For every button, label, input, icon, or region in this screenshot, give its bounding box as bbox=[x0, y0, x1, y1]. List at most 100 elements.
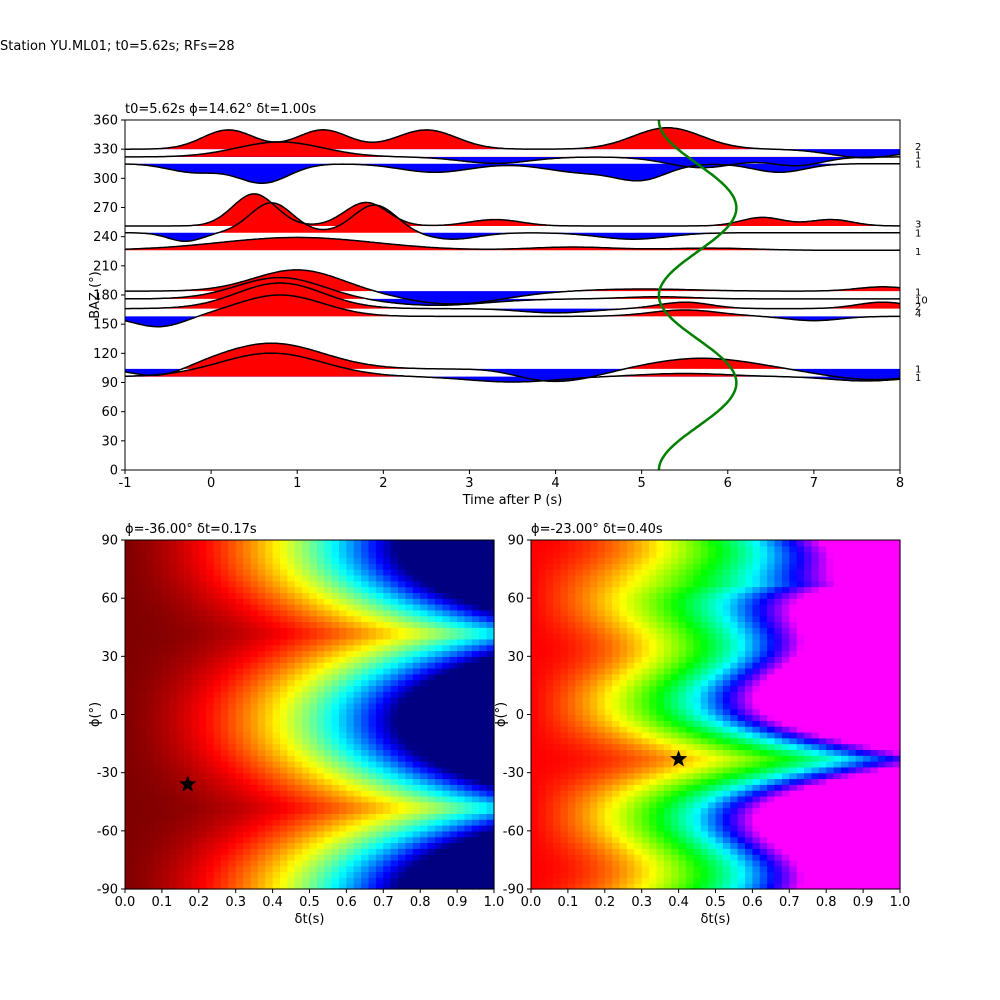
heatmap-cell bbox=[147, 697, 156, 704]
heatmap-cell bbox=[125, 848, 133, 855]
heatmap-cell bbox=[427, 603, 436, 611]
heatmap-cell bbox=[715, 772, 724, 780]
heatmap-cell bbox=[597, 755, 606, 762]
heatmap-cell bbox=[449, 778, 458, 785]
heatmap-cell bbox=[597, 708, 606, 716]
heatmap-cell bbox=[250, 859, 259, 867]
heatmap-cell bbox=[671, 737, 680, 745]
heatmap-cell bbox=[191, 540, 200, 547]
heatmap-cell bbox=[213, 586, 222, 593]
heatmap-cell bbox=[213, 644, 222, 652]
heatmap-cell bbox=[560, 842, 569, 849]
heatmap-cell bbox=[191, 883, 200, 890]
heatmap-cell bbox=[265, 603, 274, 611]
heatmap-cell bbox=[206, 749, 215, 756]
heatmap-cell bbox=[368, 638, 377, 646]
heatmap-cell bbox=[641, 557, 650, 564]
heatmap-cell bbox=[442, 627, 451, 634]
heatmap-cell bbox=[457, 859, 466, 867]
heatmap-cell bbox=[294, 766, 303, 774]
heatmap-cell bbox=[649, 621, 658, 628]
heatmap-cell bbox=[213, 667, 222, 675]
heatmap-cell bbox=[154, 737, 163, 745]
heatmap-cell bbox=[339, 592, 347, 599]
heatmap-cell bbox=[663, 633, 672, 640]
heatmap-cell bbox=[427, 743, 436, 750]
heatmap-cell bbox=[626, 726, 635, 733]
heatmap-cell bbox=[590, 540, 599, 547]
heatmap-cell bbox=[545, 766, 554, 774]
heatmap-cell bbox=[597, 813, 606, 820]
heatmap-cell bbox=[745, 830, 753, 838]
heatmap-cell bbox=[316, 737, 325, 745]
heatmap-cell bbox=[412, 691, 421, 698]
heatmap-cell bbox=[213, 854, 222, 861]
heatmap-cell bbox=[649, 790, 658, 797]
heatmap-cell bbox=[398, 627, 407, 634]
heatmap-cell bbox=[257, 825, 266, 832]
heatmap-cell bbox=[420, 877, 429, 884]
heatmap-cell bbox=[663, 615, 672, 623]
heatmap-cell bbox=[405, 569, 414, 576]
heatmap-cell bbox=[198, 813, 207, 820]
heatmap-cell bbox=[590, 685, 599, 692]
heatmap-cell bbox=[464, 673, 473, 681]
heatmap-cell bbox=[169, 865, 178, 873]
heatmap-cell bbox=[302, 563, 311, 570]
heatmap-cell bbox=[663, 784, 672, 791]
heatmap-cell bbox=[575, 784, 584, 791]
heatmap-cell bbox=[560, 761, 569, 768]
heatmap-cell bbox=[125, 813, 133, 820]
heatmap-cell bbox=[590, 813, 599, 820]
heatmap-cell bbox=[715, 795, 724, 803]
heatmap-cell bbox=[678, 830, 687, 838]
heatmap-cell bbox=[147, 778, 156, 785]
heatmap-cell bbox=[405, 633, 414, 640]
heatmap-cell bbox=[434, 830, 443, 838]
heatmap-cell bbox=[700, 685, 709, 692]
heatmap-cell bbox=[420, 755, 429, 762]
heatmap-cell bbox=[405, 656, 414, 663]
heatmap-cell bbox=[390, 871, 399, 878]
heatmap-cell bbox=[235, 580, 244, 588]
heatmap-cell bbox=[339, 574, 347, 582]
heatmap-cell bbox=[398, 737, 407, 745]
heatmap-cell bbox=[265, 592, 274, 599]
heatmap-cell bbox=[649, 807, 658, 814]
heatmap-cell bbox=[538, 865, 547, 873]
heatmap-cell bbox=[612, 842, 621, 849]
heatmap-cell bbox=[412, 720, 421, 727]
heatmap-cell bbox=[597, 574, 606, 582]
heatmap-cell bbox=[250, 848, 259, 855]
heatmap-cell bbox=[361, 650, 370, 657]
heatmap-cell bbox=[575, 563, 584, 570]
heatmap-cell bbox=[191, 749, 200, 756]
heatmap-cell bbox=[257, 545, 266, 553]
heatmap-cell bbox=[412, 644, 421, 652]
heatmap-cell bbox=[279, 569, 288, 576]
heatmap-cell bbox=[161, 633, 170, 640]
heatmap-cell bbox=[626, 540, 635, 547]
heatmap-cell bbox=[265, 563, 274, 570]
heatmap-cell bbox=[184, 883, 193, 890]
heatmap-cell bbox=[471, 778, 480, 785]
heatmap-cell bbox=[685, 650, 694, 657]
heatmap-cell bbox=[228, 819, 237, 826]
heatmap-cell bbox=[257, 819, 266, 826]
heatmap-cell bbox=[545, 854, 554, 861]
heatmap-cell bbox=[198, 720, 207, 727]
heatmap-cell bbox=[634, 615, 643, 623]
heatmap-cell bbox=[590, 545, 599, 553]
heatmap-cell bbox=[752, 662, 761, 669]
heatmap-cell bbox=[176, 766, 185, 774]
heatmap-cell bbox=[206, 755, 215, 762]
heatmap-cell bbox=[302, 609, 311, 617]
heatmap-cell bbox=[390, 673, 399, 681]
heatmap-cell bbox=[375, 825, 384, 832]
heatmap-cell bbox=[678, 772, 687, 780]
heatmap-cell bbox=[685, 813, 694, 820]
heatmap-cell bbox=[383, 848, 392, 855]
heatmap-cell bbox=[575, 592, 584, 599]
heatmap-cell bbox=[390, 801, 399, 809]
heatmap-cell bbox=[590, 667, 599, 675]
